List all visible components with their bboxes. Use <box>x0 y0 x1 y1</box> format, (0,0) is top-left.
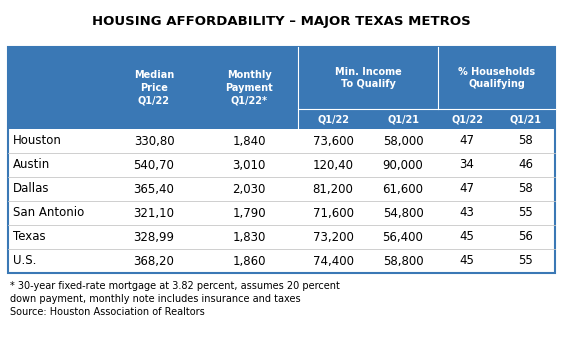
Text: * 30-year fixed-rate mortgage at 3.82 percent, assumes 20 percent: * 30-year fixed-rate mortgage at 3.82 pe… <box>10 281 340 291</box>
Text: 73,200: 73,200 <box>312 231 354 244</box>
Text: 55: 55 <box>518 207 533 220</box>
Text: 328,99: 328,99 <box>133 231 175 244</box>
Text: 330,80: 330,80 <box>133 135 175 147</box>
Text: Q1/21: Q1/21 <box>510 114 542 124</box>
Text: 1,830: 1,830 <box>233 231 266 244</box>
Text: 368,20: 368,20 <box>133 254 175 268</box>
Text: Min. Income
To Qualify: Min. Income To Qualify <box>334 66 401 89</box>
Text: HOUSING AFFORDABILITY – MAJOR TEXAS METROS: HOUSING AFFORDABILITY – MAJOR TEXAS METR… <box>92 15 470 28</box>
Text: 1,840: 1,840 <box>233 135 266 147</box>
Text: 365,40: 365,40 <box>133 183 175 196</box>
Text: Median
Price
Q1/22: Median Price Q1/22 <box>134 70 174 106</box>
Text: 43: 43 <box>459 207 475 220</box>
Text: 45: 45 <box>459 254 475 268</box>
Text: 46: 46 <box>518 159 533 171</box>
Text: 3,010: 3,010 <box>233 159 266 171</box>
Text: down payment, monthly note includes insurance and taxes: down payment, monthly note includes insu… <box>10 294 301 304</box>
Text: 71,600: 71,600 <box>312 207 354 220</box>
Text: 61,600: 61,600 <box>382 183 423 196</box>
Text: 74,400: 74,400 <box>312 254 354 268</box>
Text: Q1/22: Q1/22 <box>317 114 349 124</box>
Text: 90,000: 90,000 <box>383 159 423 171</box>
Text: 47: 47 <box>459 183 475 196</box>
Text: Q1/22: Q1/22 <box>451 114 483 124</box>
Text: 54,800: 54,800 <box>383 207 423 220</box>
Text: Source: Houston Association of Realtors: Source: Houston Association of Realtors <box>10 307 205 317</box>
Bar <box>8 47 555 129</box>
Text: Dallas: Dallas <box>13 183 50 196</box>
Text: 58: 58 <box>518 183 533 196</box>
Text: Texas: Texas <box>13 231 46 244</box>
Text: 540,70: 540,70 <box>133 159 175 171</box>
Text: 55: 55 <box>518 254 533 268</box>
Text: 2,030: 2,030 <box>233 183 266 196</box>
Text: 73,600: 73,600 <box>312 135 354 147</box>
Text: 1,860: 1,860 <box>233 254 266 268</box>
Text: 58,800: 58,800 <box>383 254 423 268</box>
Text: Q1/21: Q1/21 <box>387 114 419 124</box>
Text: 58: 58 <box>518 135 533 147</box>
Text: Austin: Austin <box>13 159 50 171</box>
Text: 321,10: 321,10 <box>133 207 175 220</box>
Text: 56,400: 56,400 <box>383 231 423 244</box>
Text: % Households
Qualifying: % Households Qualifying <box>458 66 535 89</box>
Text: 56: 56 <box>518 231 533 244</box>
Text: U.S.: U.S. <box>13 254 37 268</box>
Bar <box>8 47 555 273</box>
Text: Monthly
Payment
Q1/22*: Monthly Payment Q1/22* <box>225 70 273 106</box>
Text: 120,40: 120,40 <box>312 159 354 171</box>
Text: 45: 45 <box>459 231 475 244</box>
Text: 34: 34 <box>459 159 475 171</box>
Text: San Antonio: San Antonio <box>13 207 84 220</box>
Text: 1,790: 1,790 <box>232 207 266 220</box>
Text: 47: 47 <box>459 135 475 147</box>
Text: 81,200: 81,200 <box>312 183 354 196</box>
Text: Houston: Houston <box>13 135 62 147</box>
Text: 58,000: 58,000 <box>383 135 423 147</box>
